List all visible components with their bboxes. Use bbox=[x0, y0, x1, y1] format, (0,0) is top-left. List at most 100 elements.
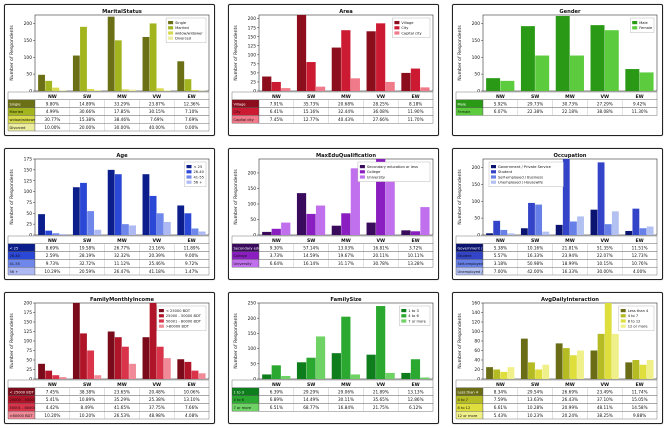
legend-label: College bbox=[367, 170, 381, 174]
table-cell: 6.64% bbox=[270, 261, 283, 266]
bar-mw-0 bbox=[555, 224, 563, 235]
legend-label: Capital city bbox=[401, 31, 422, 35]
y-tick-label: 150 bbox=[248, 34, 257, 40]
bar-sw-0 bbox=[72, 187, 80, 235]
table-cell: 41.18% bbox=[149, 269, 165, 274]
bar-mw-0 bbox=[555, 343, 563, 379]
chart-title: Occupation bbox=[554, 153, 587, 159]
category-label: SW bbox=[83, 238, 91, 244]
bar-sw-2 bbox=[535, 369, 543, 379]
y-axis-label: Number of Respondents bbox=[233, 25, 239, 81]
category-label: NW bbox=[496, 382, 505, 388]
table-header bbox=[7, 235, 210, 245]
table-cell: 10.76% bbox=[632, 261, 648, 266]
y-tick-label: 175 bbox=[24, 157, 33, 163]
y-axis-label: Number of Respondents bbox=[457, 25, 463, 81]
table-cell: 6.41% bbox=[270, 109, 283, 114]
y-tick-label: 175 bbox=[24, 310, 33, 316]
chart-panel-age: Age Number of Respondents 0 25 50 75 100 125 150… bbox=[4, 148, 215, 280]
table-cell: 5.43% bbox=[494, 413, 507, 418]
y-tick-label: 125 bbox=[24, 178, 33, 184]
bar-sw-1 bbox=[535, 55, 550, 91]
table-row-label: College bbox=[234, 254, 248, 258]
table-row-label: Female bbox=[458, 110, 472, 114]
y-axis-label: Number of Respondents bbox=[457, 169, 463, 225]
table-row-label: widow/widower bbox=[10, 118, 38, 122]
category-label: MW bbox=[117, 382, 127, 388]
table-cell: 13.03% bbox=[338, 245, 354, 250]
table-cell: 30.66% bbox=[79, 109, 95, 114]
table-header bbox=[231, 379, 434, 389]
category-label: EW bbox=[411, 94, 419, 100]
bar-ew-1 bbox=[184, 213, 192, 235]
table-cell: 32.32% bbox=[114, 253, 130, 258]
bar-ew-1 bbox=[632, 208, 640, 235]
table-cell: 29.54% bbox=[527, 389, 543, 394]
bar-ew-1 bbox=[639, 72, 654, 91]
category-label: MW bbox=[565, 94, 575, 100]
chart-svg: Age Number of Respondents 0 25 50 75 100 125 150… bbox=[7, 153, 210, 276]
table-cell: 3.73% bbox=[270, 253, 283, 258]
table-cell: 9.42% bbox=[633, 101, 646, 106]
table-cell: 9.80% bbox=[46, 101, 59, 106]
y-tick-label: 150 bbox=[472, 38, 481, 44]
bar-vw-1 bbox=[597, 333, 605, 379]
table-row-label: >80000 BDT bbox=[10, 414, 34, 418]
bar-sw-1 bbox=[80, 26, 87, 92]
y-tick-label: 100 bbox=[472, 199, 481, 205]
legend-label: 12 or more bbox=[628, 325, 649, 329]
bar-mw-2 bbox=[122, 346, 129, 379]
table-cell: 26.77% bbox=[114, 245, 130, 250]
bar-mw-1 bbox=[341, 316, 351, 379]
bar-vw-2 bbox=[156, 88, 164, 91]
bar-nw-2 bbox=[281, 222, 291, 235]
bar-nw-3 bbox=[59, 377, 67, 379]
category-label: VW bbox=[376, 382, 385, 388]
table-cell: 8.49% bbox=[81, 405, 94, 410]
bar-nw-1 bbox=[271, 365, 281, 379]
bar-mw-2 bbox=[570, 221, 577, 235]
table-row-label: 26-40 bbox=[10, 254, 21, 258]
legend-swatch bbox=[158, 324, 164, 328]
bar-vw-2 bbox=[385, 372, 395, 379]
chart-svg: FamilyMonthlyIncome Number of Respondents… bbox=[7, 297, 210, 420]
table-cell: 15.38% bbox=[79, 117, 95, 122]
legend-label: 26-40 bbox=[194, 170, 205, 174]
bar-nw-2 bbox=[500, 371, 508, 379]
bar-mw-2 bbox=[350, 374, 360, 379]
legend-box bbox=[392, 17, 431, 38]
bar-sw-3 bbox=[94, 375, 102, 379]
category-label: NW bbox=[496, 94, 505, 100]
table-cell: 11.12% bbox=[114, 261, 130, 266]
table-cell: 12.73% bbox=[632, 253, 648, 258]
legend-label: 56 + bbox=[194, 181, 203, 185]
table-cell: 30.78% bbox=[373, 261, 389, 266]
table-cell: 28.19% bbox=[79, 253, 95, 258]
y-tick-label: 200 bbox=[24, 21, 33, 27]
table-cell: 7.00% bbox=[494, 269, 507, 274]
legend-swatch bbox=[186, 175, 192, 179]
y-tick-label: 0 bbox=[477, 377, 480, 383]
table-cell: 27.29% bbox=[597, 101, 613, 106]
bar-ew-1 bbox=[632, 360, 640, 379]
chart-panel-occupation: Occupation Number of Respondents 0 50 100 150… bbox=[452, 148, 663, 280]
table-cell: 26.43% bbox=[562, 397, 578, 402]
table-row-label: < 25 bbox=[10, 246, 19, 250]
category-label: VW bbox=[152, 94, 161, 100]
bar-nw-3 bbox=[507, 233, 515, 235]
bar-vw-1 bbox=[149, 195, 157, 235]
table-cell: 20.24% bbox=[562, 413, 578, 418]
bar-nw-0 bbox=[486, 78, 501, 91]
bar-nw-0 bbox=[486, 367, 493, 379]
table-cell: 35.29% bbox=[114, 397, 130, 402]
table-header bbox=[231, 91, 434, 101]
legend-label: 1 to 3 bbox=[408, 309, 418, 313]
table-cell: 38.08% bbox=[597, 109, 613, 114]
bar-sw-1 bbox=[306, 213, 316, 235]
table-cell: 13.10% bbox=[184, 397, 200, 402]
category-label: SW bbox=[83, 382, 91, 388]
bar-sw-2 bbox=[87, 88, 95, 91]
y-tick-label: 80 bbox=[474, 339, 480, 345]
y-tick-label: 25 bbox=[26, 222, 32, 228]
table-cell: 22.38% bbox=[527, 109, 543, 114]
